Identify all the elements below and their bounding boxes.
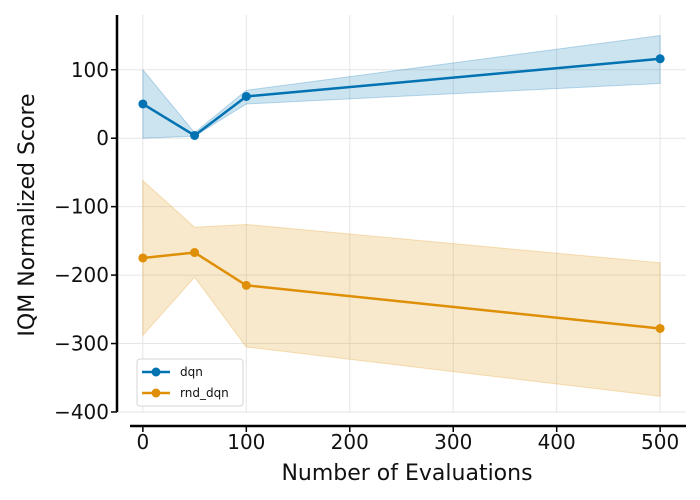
y-tick-label: −200 — [54, 263, 109, 287]
legend-label-rnd_dqn: rnd_dqn — [180, 386, 229, 400]
grid — [117, 15, 686, 413]
point-rnd_dqn — [138, 253, 148, 263]
x-tick-label: 0 — [136, 430, 149, 454]
legend-marker-dqn — [151, 367, 161, 377]
point-rnd_dqn — [655, 323, 665, 333]
y-tick-label: −300 — [54, 332, 109, 356]
line-rnd_dqn — [142, 251, 661, 330]
y-tick-label: −400 — [54, 400, 109, 424]
series-lines — [142, 57, 661, 330]
y-tick-label: 100 — [71, 58, 109, 82]
legend: dqn rnd_dqn — [136, 358, 244, 407]
x-tick-label: 400 — [538, 430, 576, 454]
x-tick-label: 500 — [641, 430, 679, 454]
legend-marker-rnd_dqn — [151, 388, 161, 398]
y-tick-label: −100 — [54, 195, 109, 219]
point-dqn — [241, 91, 251, 101]
x-tick-label: 300 — [434, 430, 472, 454]
y-axis-label: IQM Normalized Score — [15, 93, 40, 336]
point-dqn — [655, 54, 665, 64]
x-axis-ticks: 0 100 200 300 400 500 — [136, 426, 679, 454]
x-tick-label: 200 — [331, 430, 369, 454]
y-axis-ticks: 100 0 −100 −200 −300 −400 — [54, 58, 117, 424]
confidence-bands — [142, 34, 661, 397]
line-dqn — [142, 57, 661, 137]
point-dqn — [190, 130, 200, 140]
point-rnd_dqn — [241, 280, 251, 290]
band-rnd_dqn — [142, 179, 661, 397]
point-rnd_dqn — [190, 248, 200, 258]
legend-label-dqn: dqn — [180, 365, 203, 379]
x-tick-label: 100 — [227, 430, 265, 454]
y-tick-label: 0 — [96, 126, 109, 150]
series-points — [138, 54, 665, 333]
band-dqn — [142, 34, 661, 139]
point-dqn — [138, 99, 148, 109]
x-axis-label: Number of Evaluations — [281, 461, 532, 486]
